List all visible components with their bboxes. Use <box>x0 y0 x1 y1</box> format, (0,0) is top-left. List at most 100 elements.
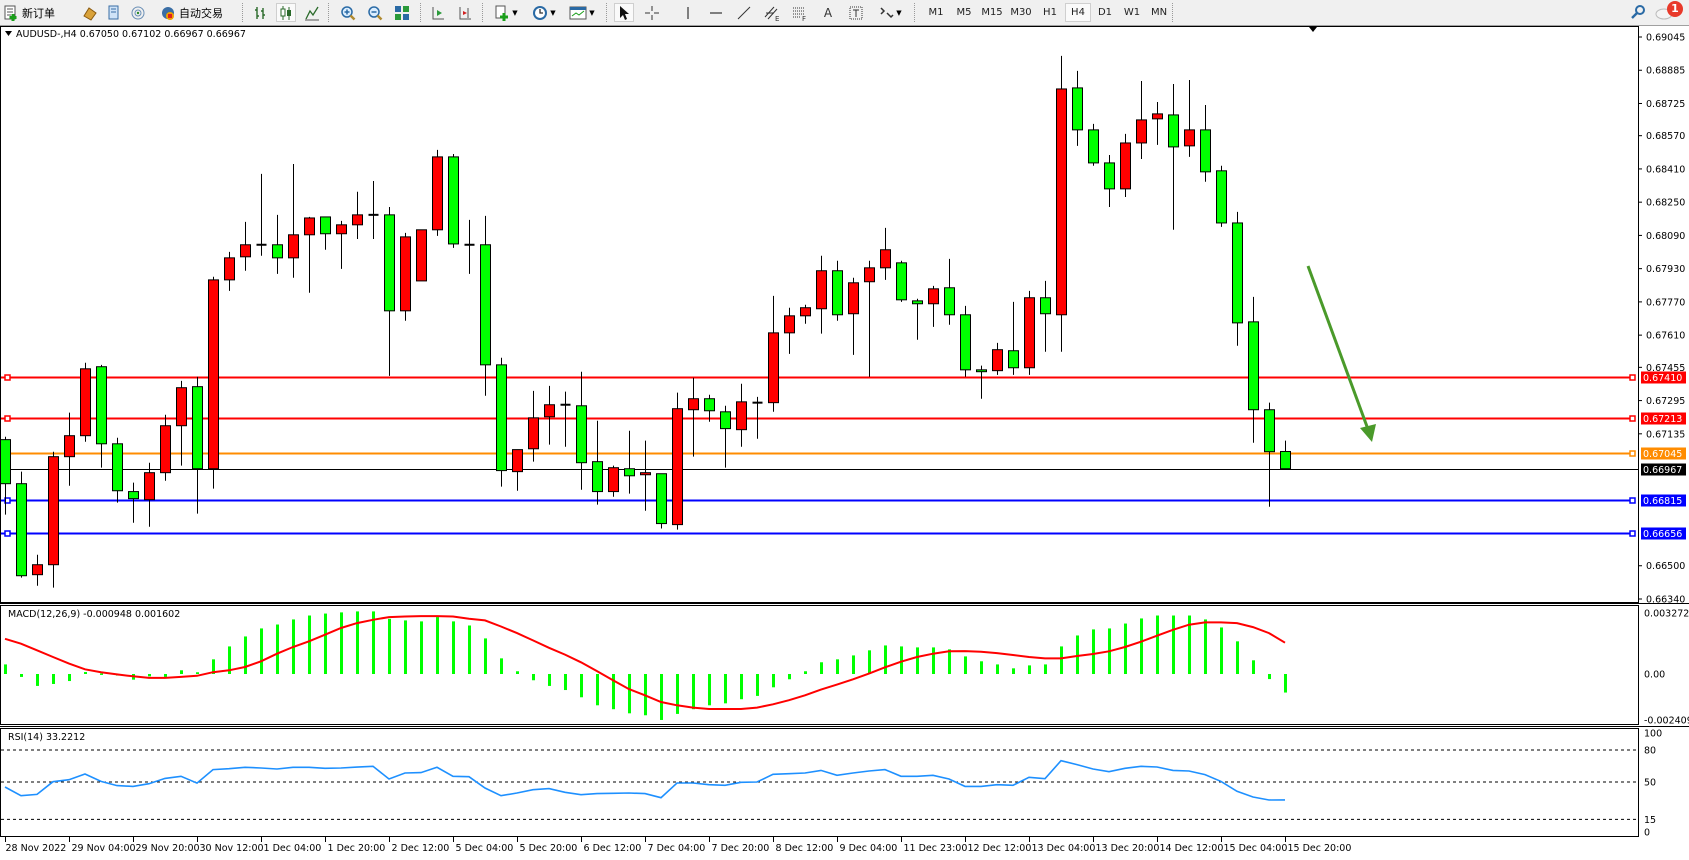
equidistant-channel-button[interactable]: E <box>762 3 782 22</box>
candle[interactable] <box>784 307 795 354</box>
candle[interactable] <box>720 405 731 468</box>
candle[interactable] <box>48 451 59 588</box>
candle[interactable] <box>848 277 859 355</box>
candle[interactable] <box>240 221 251 271</box>
candle[interactable] <box>496 357 507 487</box>
horizontal-line-button[interactable] <box>706 3 726 22</box>
candle[interactable] <box>16 471 27 578</box>
candle[interactable] <box>208 276 219 489</box>
trendline-button[interactable] <box>734 3 754 22</box>
candle[interactable] <box>752 396 763 439</box>
candle[interactable] <box>1024 290 1035 375</box>
candle[interactable] <box>544 385 555 445</box>
candle[interactable] <box>1232 211 1243 346</box>
candle[interactable] <box>144 462 155 527</box>
candle[interactable] <box>384 206 395 376</box>
candle[interactable] <box>1280 440 1291 470</box>
candle[interactable] <box>944 258 955 325</box>
candle[interactable] <box>640 440 651 511</box>
candle[interactable] <box>1248 296 1259 443</box>
candle[interactable] <box>880 227 891 280</box>
candle[interactable] <box>624 430 635 494</box>
timeframe-w1-button[interactable]: W1 <box>1123 7 1141 18</box>
candle[interactable] <box>192 376 203 514</box>
candle[interactable] <box>736 383 747 447</box>
candle[interactable] <box>400 232 411 321</box>
candle[interactable] <box>32 554 43 586</box>
candle[interactable] <box>96 364 107 468</box>
candle[interactable] <box>64 412 75 486</box>
fibonacci-button[interactable]: F <box>790 3 810 22</box>
candle[interactable] <box>448 153 459 248</box>
candlestick-chart-button[interactable] <box>276 3 296 22</box>
candle[interactable] <box>464 219 475 274</box>
candle[interactable] <box>480 215 491 396</box>
candle[interactable] <box>1216 165 1227 227</box>
line-chart-button[interactable] <box>302 3 322 22</box>
indicators-dropdown[interactable]: ▼ <box>490 3 522 22</box>
candle[interactable] <box>1120 133 1131 197</box>
candle[interactable] <box>656 473 667 529</box>
search-button[interactable] <box>1628 2 1648 21</box>
candle[interactable] <box>864 260 875 377</box>
zoom-in-button[interactable] <box>338 3 358 22</box>
arrows-dropdown[interactable]: ▼ <box>874 3 906 22</box>
level-handle-right[interactable] <box>1629 374 1636 381</box>
navigator-button[interactable] <box>128 3 148 22</box>
candle[interactable] <box>432 149 443 236</box>
timeframe-h1-button[interactable]: H1 <box>1043 7 1057 18</box>
down-arrow-annotation[interactable] <box>1306 265 1371 433</box>
chart-shift-button[interactable] <box>455 3 475 22</box>
candle[interactable] <box>688 377 699 457</box>
market-watch-button[interactable] <box>80 3 100 22</box>
candle[interactable] <box>176 380 187 466</box>
chart-shift-marker[interactable] <box>1309 27 1317 32</box>
auto-scroll-button[interactable] <box>428 3 448 22</box>
candle[interactable] <box>1040 280 1051 352</box>
timeframe-m5-button[interactable]: M5 <box>956 7 972 18</box>
candle[interactable] <box>288 163 299 278</box>
candle[interactable] <box>336 220 347 269</box>
candle[interactable] <box>320 216 331 250</box>
templates-dropdown[interactable]: ▼ <box>566 3 598 22</box>
candle[interactable] <box>304 216 315 293</box>
candle[interactable] <box>368 180 379 239</box>
candle[interactable] <box>608 465 619 497</box>
candle[interactable] <box>112 437 123 503</box>
candle[interactable] <box>512 449 523 491</box>
candle[interactable] <box>256 173 267 256</box>
cursor-tool-button[interactable] <box>614 3 634 22</box>
candle[interactable] <box>816 255 827 334</box>
candle[interactable] <box>1088 123 1099 166</box>
candle[interactable] <box>576 371 587 490</box>
candle[interactable] <box>704 394 715 422</box>
candle[interactable] <box>1168 83 1179 230</box>
auto-trading-button[interactable]: 自动交易 <box>160 3 236 22</box>
text-label-button[interactable]: A <box>818 3 838 22</box>
candle[interactable] <box>1200 104 1211 182</box>
data-window-button[interactable] <box>104 3 124 22</box>
candle[interactable] <box>1056 55 1067 352</box>
periods-dropdown[interactable]: ▼ <box>528 3 560 22</box>
tile-windows-button[interactable] <box>392 3 412 22</box>
timeframe-m1-button[interactable]: M1 <box>928 7 944 18</box>
candle[interactable] <box>992 342 1003 375</box>
new-order-button[interactable]: 新订单 <box>3 3 71 22</box>
crosshair-tool-button[interactable] <box>642 3 662 22</box>
candle[interactable] <box>960 305 971 377</box>
level-handle-right[interactable] <box>1629 415 1636 422</box>
candle[interactable] <box>672 392 683 530</box>
candle[interactable] <box>1184 80 1195 157</box>
timeframe-mn-button[interactable]: MN <box>1150 7 1168 18</box>
bar-chart-button[interactable] <box>250 3 270 22</box>
level-handle-left[interactable] <box>4 530 11 537</box>
candle[interactable] <box>224 251 235 291</box>
level-handle-right[interactable] <box>1629 530 1636 537</box>
candle[interactable] <box>0 436 11 515</box>
vertical-line-button[interactable] <box>678 3 698 22</box>
candle[interactable] <box>976 365 987 399</box>
timeframe-m30-button[interactable]: M30 <box>1010 7 1032 18</box>
candle[interactable] <box>560 391 571 447</box>
candle[interactable] <box>592 420 603 505</box>
